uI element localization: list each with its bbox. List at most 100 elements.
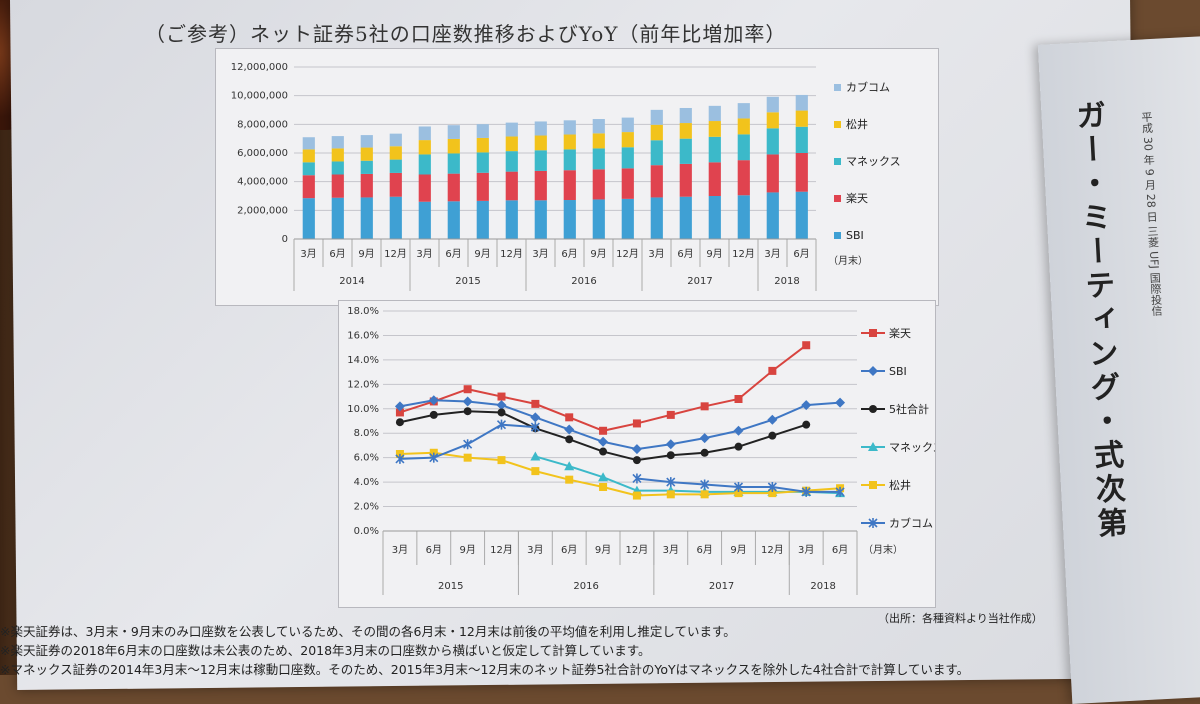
x-tick-label: 3月 bbox=[663, 544, 679, 556]
x-tick-label: 12月 bbox=[490, 544, 513, 556]
marker-5社合計 bbox=[395, 418, 404, 427]
bar-松井 bbox=[737, 118, 750, 135]
bar-楽天 bbox=[302, 175, 315, 199]
x-tick-label: 3月 bbox=[392, 544, 408, 556]
marker-SBI bbox=[564, 424, 575, 435]
marker-マネックス bbox=[564, 461, 575, 471]
marker-SBI bbox=[530, 412, 541, 423]
year-label: 2016 bbox=[573, 581, 598, 592]
bar-楽天 bbox=[621, 168, 634, 199]
marker-楽天 bbox=[599, 426, 608, 435]
line-松井 bbox=[399, 451, 841, 497]
marker-松井 bbox=[734, 489, 743, 498]
bar-カブコム bbox=[795, 94, 808, 111]
bar-楽天 bbox=[360, 173, 373, 198]
marker-SBI bbox=[631, 444, 642, 455]
marker-松井 bbox=[531, 467, 540, 476]
bar-マネックス bbox=[592, 148, 605, 170]
y-tick-label: 2.0% bbox=[354, 502, 379, 513]
bar-松井 bbox=[592, 133, 605, 149]
bar-SBI bbox=[360, 197, 373, 239]
bar-カブコム bbox=[650, 109, 663, 125]
x-tick-label: 9月 bbox=[459, 544, 475, 556]
marker-楽天 bbox=[463, 385, 472, 394]
legend-label-松井: 松井 bbox=[889, 478, 911, 492]
bar-カブコム bbox=[679, 107, 692, 124]
bar-カブコム bbox=[360, 135, 373, 148]
y-tick-label: 12,000,000 bbox=[231, 62, 288, 73]
year-label: 2015 bbox=[438, 581, 463, 592]
x-tick-label: 9月 bbox=[706, 248, 722, 260]
marker-楽天 bbox=[802, 341, 811, 350]
x-tick-label: 6月 bbox=[426, 544, 442, 556]
marker-松井 bbox=[869, 481, 877, 489]
marker-カブコム bbox=[700, 479, 710, 490]
legend-label-カブコム: カブコム bbox=[846, 80, 890, 94]
x-tick-label: 6月 bbox=[561, 248, 577, 260]
bar-松井 bbox=[650, 124, 663, 141]
y-tick-label: 12.0% bbox=[347, 379, 379, 390]
bar-楽天 bbox=[418, 174, 431, 202]
x-tick-label: 6月 bbox=[561, 544, 577, 556]
page-title: （ご参考）ネット証券5社の口座数推移およびYoY（前年比増加率） bbox=[145, 22, 787, 46]
x-tick-label: 3月 bbox=[798, 544, 814, 556]
marker-5社合計 bbox=[700, 448, 709, 457]
marker-カブコム bbox=[835, 486, 845, 497]
marker-5社合計 bbox=[666, 451, 675, 460]
bar-松井 bbox=[505, 136, 518, 152]
marker-松井 bbox=[700, 490, 709, 499]
y-tick-label: 6,000,000 bbox=[237, 148, 288, 159]
x-tick-label: 3月 bbox=[527, 544, 543, 556]
marker-カブコム bbox=[496, 419, 507, 430]
y-tick-label: 6.0% bbox=[354, 453, 379, 464]
year-label: 2016 bbox=[571, 276, 596, 287]
x-unit-label: （月末） bbox=[863, 543, 903, 556]
x-tick-label: 6月 bbox=[832, 544, 848, 556]
marker-松井 bbox=[497, 456, 506, 465]
x-unit-label: （月末） bbox=[828, 254, 868, 267]
bar-カブコム bbox=[505, 122, 518, 137]
bar-カブコム bbox=[534, 121, 547, 136]
marker-マネックス bbox=[598, 472, 609, 482]
legend-swatch-カブコム bbox=[834, 84, 841, 91]
marker-5社合計 bbox=[734, 442, 743, 451]
bar-SBI bbox=[766, 192, 779, 239]
bar-カブコム bbox=[766, 96, 779, 113]
y-tick-label: 0 bbox=[282, 234, 288, 245]
bar-楽天 bbox=[708, 162, 721, 196]
bar-SBI bbox=[447, 201, 460, 239]
legend-swatch-SBI bbox=[834, 232, 841, 239]
bar-マネックス bbox=[737, 134, 750, 161]
x-tick-label: 6月 bbox=[445, 248, 461, 260]
marker-SBI bbox=[767, 414, 778, 425]
bar-楽天 bbox=[447, 173, 460, 202]
x-tick-label: 6月 bbox=[793, 248, 809, 260]
bar-楽天 bbox=[795, 153, 808, 192]
marker-松井 bbox=[632, 491, 641, 500]
marker-松井 bbox=[768, 489, 777, 498]
bar-SBI bbox=[389, 196, 402, 239]
yoy-line-chart: 0.0% 2.0% 4.0% 6.0% 8.0% 10.0% 12.0% 14.0% 16.0%… bbox=[347, 306, 935, 595]
bar-楽天 bbox=[766, 154, 779, 193]
marker-SBI bbox=[868, 366, 878, 376]
y-tick-label: 8.0% bbox=[354, 428, 379, 439]
marker-5社合計 bbox=[497, 408, 506, 417]
x-tick-label: 3月 bbox=[300, 248, 316, 260]
marker-カブコム bbox=[801, 486, 811, 497]
bar-カブコム bbox=[389, 133, 402, 147]
year-label: 2017 bbox=[709, 581, 734, 592]
marker-松井 bbox=[666, 490, 675, 499]
bar-松井 bbox=[476, 137, 489, 153]
bar-楽天 bbox=[476, 172, 489, 201]
bar-SBI bbox=[505, 200, 518, 239]
bar-松井 bbox=[331, 148, 344, 162]
marker-楽天 bbox=[632, 419, 641, 428]
bar-マネックス bbox=[505, 151, 518, 172]
y-tick-label: 4.0% bbox=[354, 477, 379, 488]
x-tick-label: 6月 bbox=[696, 544, 712, 556]
bar-マネックス bbox=[476, 152, 489, 173]
marker-5社合計 bbox=[768, 431, 777, 440]
bar-カブコム bbox=[708, 105, 721, 122]
marker-マネックス bbox=[530, 451, 541, 461]
bar-マネックス bbox=[418, 154, 431, 175]
